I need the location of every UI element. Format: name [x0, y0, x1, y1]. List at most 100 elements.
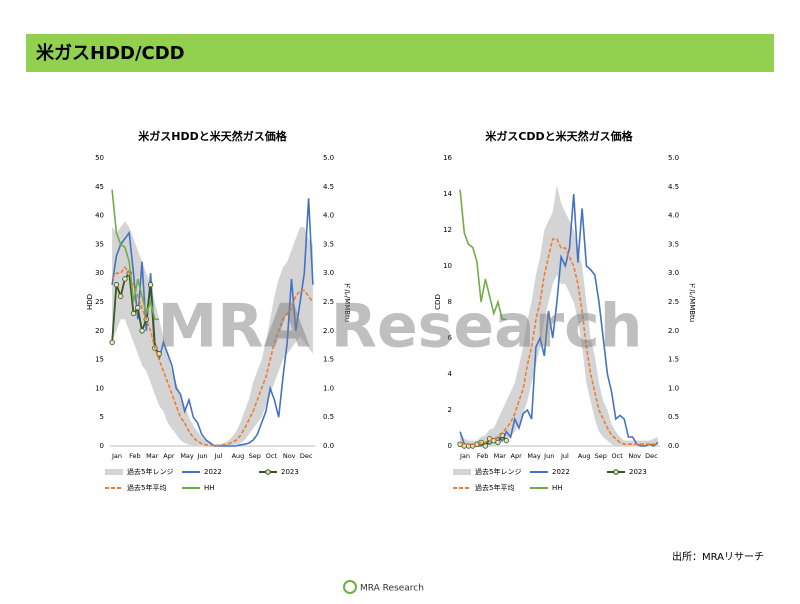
series-marker	[117, 293, 124, 299]
chart-title: 米ガスHDDと米天然ガス価格	[137, 129, 287, 143]
logo-icon	[343, 580, 357, 594]
series-marker	[135, 305, 141, 311]
x-tick-label: Jun	[543, 452, 554, 460]
legend-label: 過去5年レンジ	[127, 467, 173, 476]
x-tick-label: May	[180, 452, 194, 460]
legend-label: 2022	[552, 468, 570, 476]
x-tick-label: Aug	[232, 452, 245, 460]
x-tick-label: Oct	[612, 452, 624, 460]
series-marker	[130, 310, 137, 317]
y2-tick-label: 1.5	[323, 356, 334, 364]
series-marker	[482, 443, 489, 449]
y2-tick-label: 1.0	[323, 384, 334, 392]
y2-tick-label: 0.5	[323, 413, 334, 421]
header-title: 米ガスHDD/CDD	[36, 42, 185, 64]
y-tick-label: 8	[448, 298, 452, 306]
x-tick-label: Jan	[111, 452, 122, 460]
legend-label: HH	[204, 484, 215, 492]
y2-tick-label: 4.0	[668, 212, 679, 220]
y-tick-label: 40	[95, 212, 104, 220]
y-tick-label: 10	[443, 262, 452, 270]
legend-label: HH	[552, 484, 563, 492]
series-marker	[139, 328, 145, 334]
legend-marker	[265, 469, 271, 475]
x-tick-label: Oct	[266, 452, 278, 460]
y2-tick-label: 3.0	[323, 269, 334, 277]
y-axis-label: HDD	[86, 294, 94, 310]
series-marker	[122, 276, 128, 282]
legend-label: 2022	[204, 468, 222, 476]
y-tick-label: 16	[443, 154, 452, 162]
x-tick-label: Dec	[645, 452, 658, 460]
x-tick-label: Mar	[146, 452, 159, 460]
y2-tick-label: 0.5	[668, 413, 679, 421]
x-tick-label: Nov	[283, 452, 296, 460]
watermark: MRA Research	[158, 292, 643, 362]
y2-tick-label: 4.5	[323, 183, 334, 191]
series-marker	[503, 437, 510, 444]
y-tick-label: 4	[448, 370, 453, 378]
x-tick-label: Jan	[459, 452, 470, 460]
y2-tick-label: 5.0	[668, 154, 679, 162]
x-tick-label: Dec	[300, 452, 313, 460]
series-marker	[147, 282, 154, 288]
x-tick-label: Jul	[560, 452, 569, 460]
y2-tick-label: 1.5	[668, 356, 679, 364]
y-tick-label: 14	[443, 190, 452, 198]
y-tick-label: 10	[95, 384, 104, 392]
legend-label: 過去5年平均	[475, 483, 514, 492]
y2-tick-label: 3.0	[668, 269, 679, 277]
legend-label: 過去5年平均	[127, 483, 166, 492]
y-tick-label: 45	[95, 183, 104, 191]
x-tick-label: Feb	[129, 452, 141, 460]
y-tick-label: 5	[100, 413, 104, 421]
y-tick-label: 0	[100, 442, 104, 450]
x-tick-label: Jun	[196, 452, 207, 460]
y2-tick-label: 5.0	[323, 154, 334, 162]
y2-tick-label: 0.0	[323, 442, 334, 450]
series-line	[111, 189, 160, 321]
chart-title: 米ガスCDDと米天然ガス価格	[484, 129, 633, 143]
y-tick-label: 35	[95, 240, 104, 248]
y2-tick-label: 1.0	[668, 384, 679, 392]
y-tick-label: 12	[443, 226, 452, 234]
y2-tick-label: 3.5	[323, 240, 334, 248]
x-tick-label: Feb	[477, 452, 489, 460]
series-marker	[113, 282, 120, 288]
y2-tick-label: 2.5	[323, 298, 334, 306]
header-bar	[26, 34, 774, 72]
y2-tick-label: 2.5	[668, 298, 679, 306]
y2-tick-label: 2.0	[668, 327, 679, 335]
legend-label: 2023	[629, 468, 647, 476]
source-note: 出所：MRAリサーチ	[672, 550, 764, 563]
legend-marker	[613, 469, 619, 475]
y-axis-label: CDD	[434, 294, 442, 310]
range-band	[112, 221, 313, 446]
y-tick-label: 20	[95, 327, 104, 335]
x-tick-label: Mar	[494, 452, 507, 460]
y-tick-label: 0	[448, 442, 452, 450]
y2-axis-label: ドル/MMBtu	[343, 282, 351, 322]
x-tick-label: Apr	[163, 452, 175, 460]
y-tick-label: 2	[448, 406, 452, 414]
y-tick-label: 50	[95, 154, 104, 162]
series-line	[459, 238, 658, 445]
x-tick-label: Sep	[249, 452, 261, 460]
y2-axis-label: ドル/MMBtu	[688, 282, 696, 322]
x-tick-label: Jul	[214, 452, 223, 460]
series-line	[111, 266, 314, 447]
legend-label: 過去5年レンジ	[475, 467, 521, 476]
x-tick-label: Nov	[628, 452, 641, 460]
y-tick-label: 25	[95, 298, 104, 306]
y2-tick-label: 3.5	[668, 240, 679, 248]
logo-text: MRA Research	[360, 584, 424, 594]
y2-tick-label: 0.0	[668, 442, 679, 450]
legend-label: 2023	[281, 468, 299, 476]
x-tick-label: May	[527, 452, 541, 460]
range-band	[460, 185, 658, 446]
y-tick-label: 30	[95, 269, 104, 277]
y2-tick-label: 4.0	[323, 212, 334, 220]
x-tick-label: Sep	[595, 452, 607, 460]
